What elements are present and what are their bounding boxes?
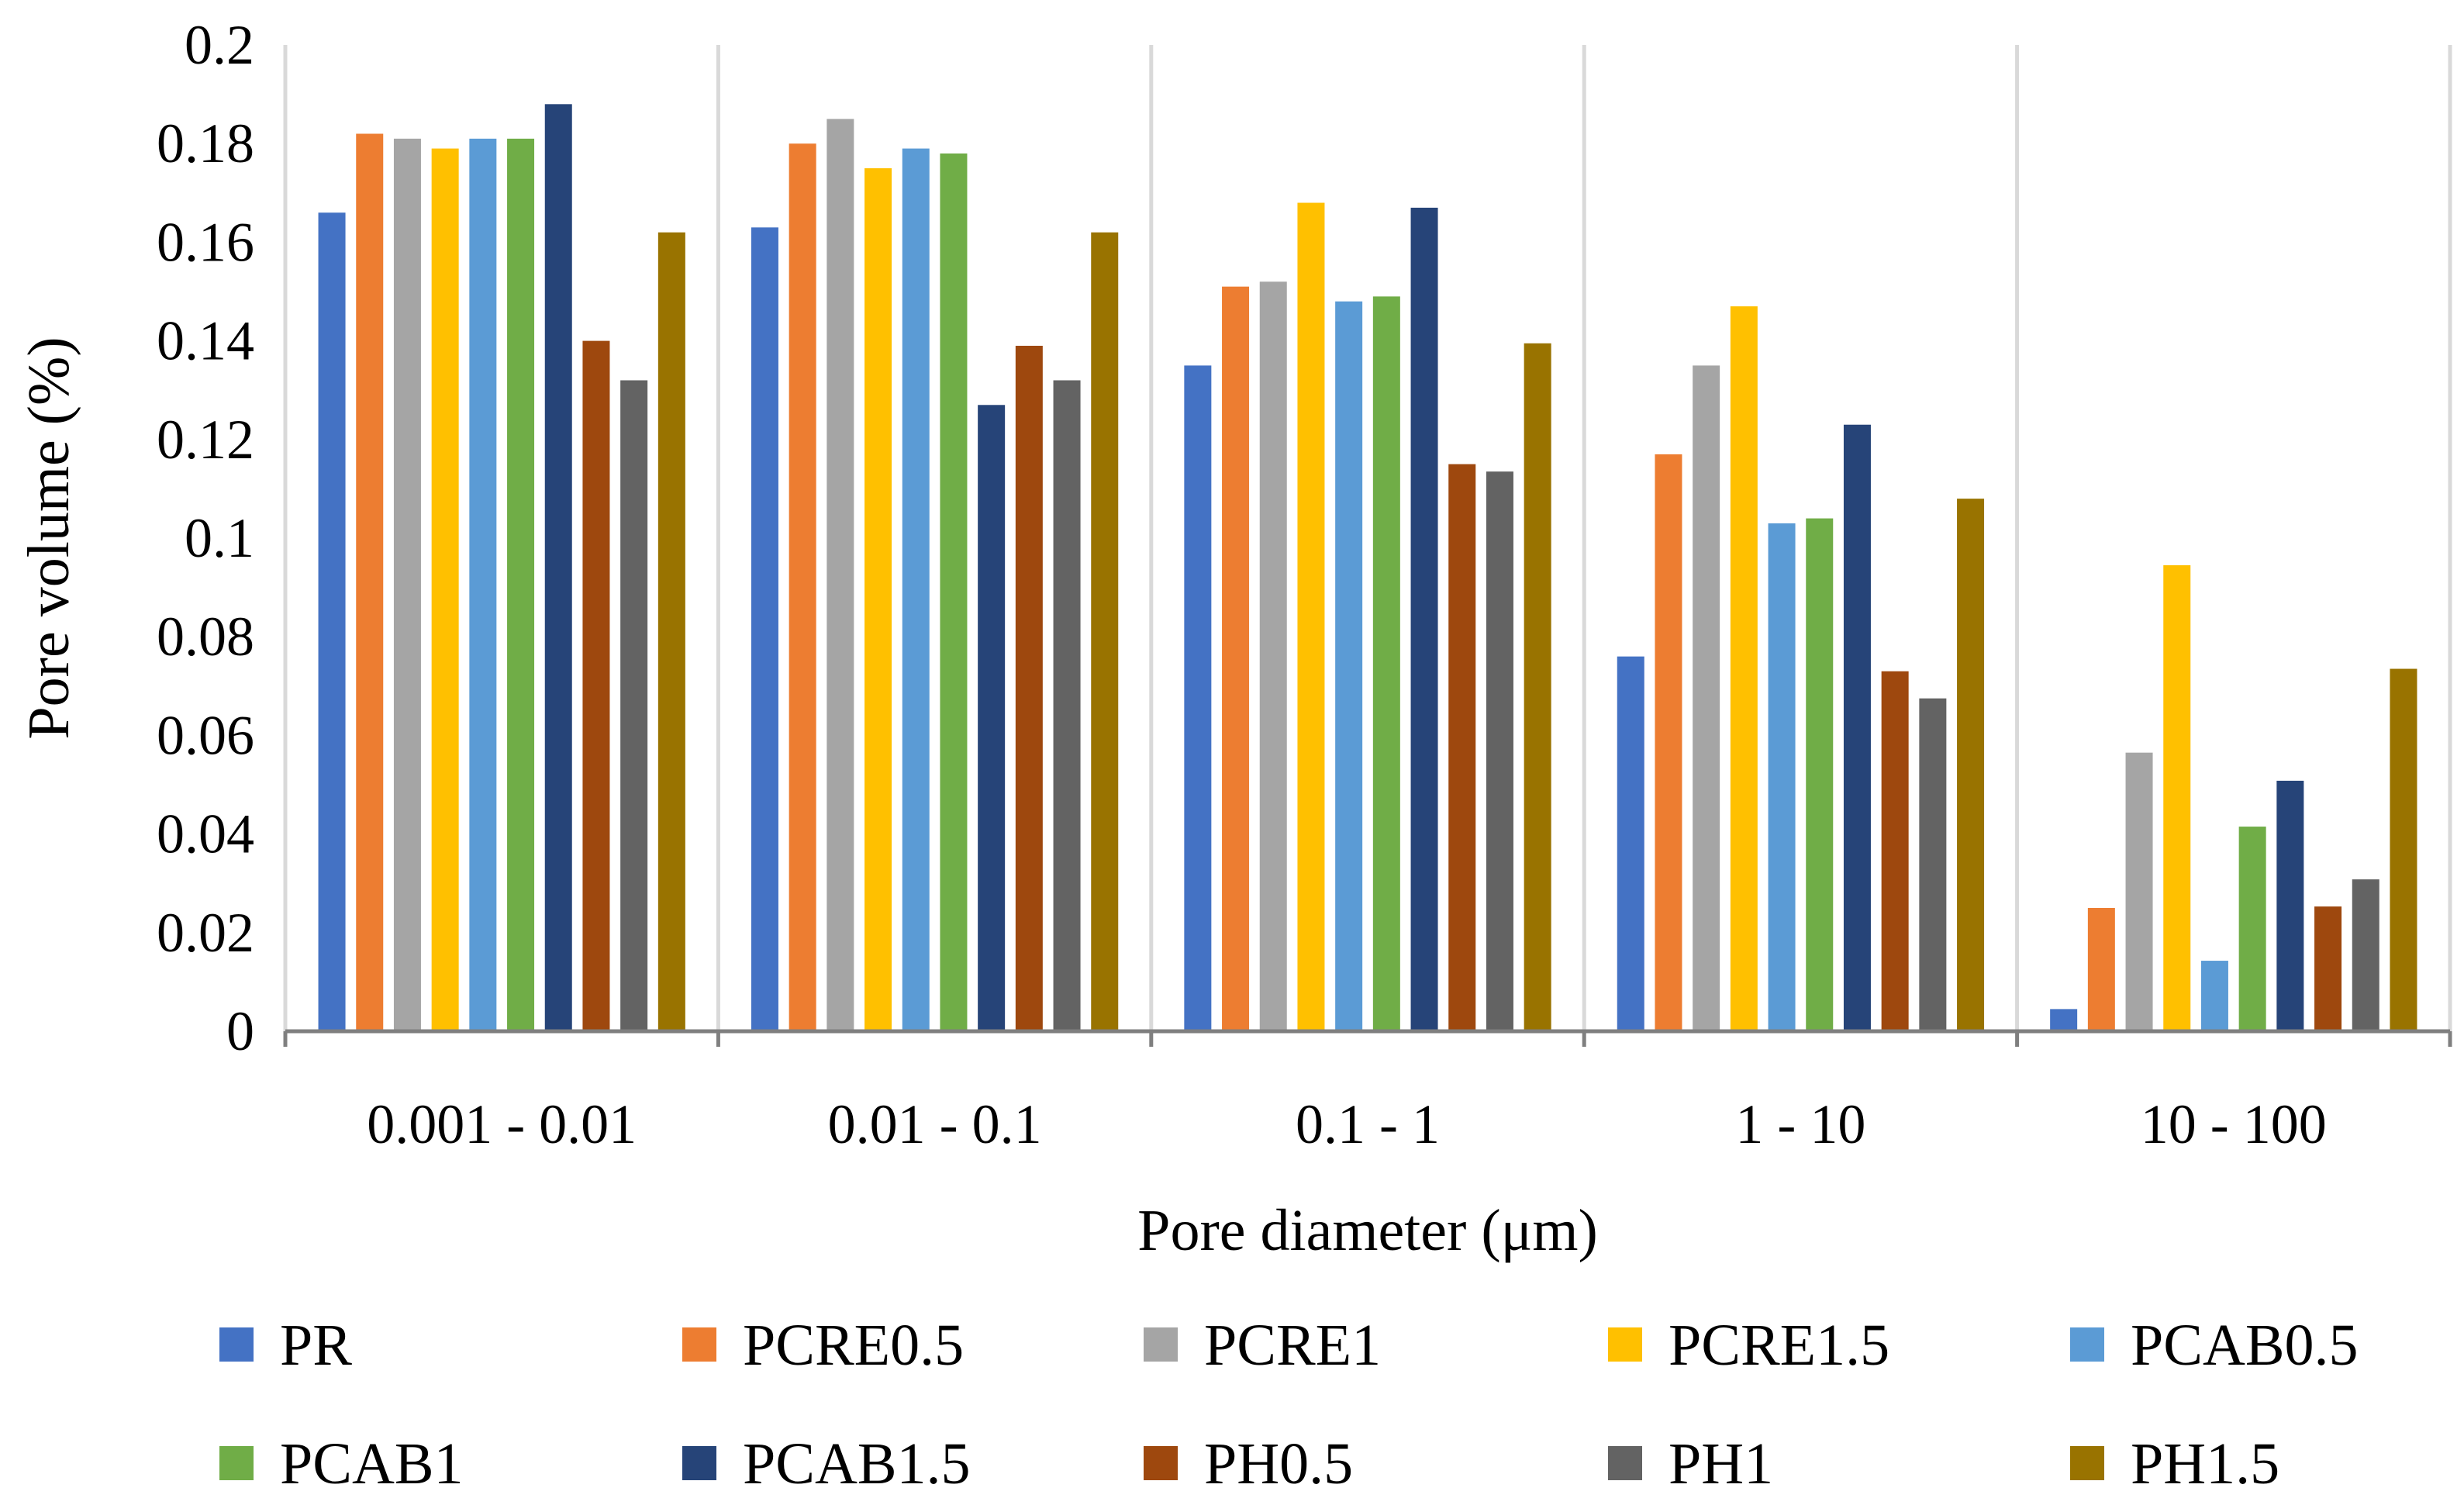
y-tick-label: 0.06 xyxy=(157,704,254,766)
bar-PCAB1-1 xyxy=(507,138,535,1032)
bar-PCAB1-4 xyxy=(1806,518,1834,1031)
bar-PCRE1.5-3 xyxy=(1297,202,1325,1031)
legend-swatch xyxy=(1608,1327,1642,1362)
bar-PCRE1-3 xyxy=(1259,281,1287,1031)
legend-swatch xyxy=(2070,1446,2104,1480)
y-tick-label: 0.08 xyxy=(157,606,254,668)
y-tick-label: 0.18 xyxy=(157,112,254,174)
x-category-label: 0.1 - 1 xyxy=(1296,1093,1440,1155)
bar-PCRE1-5 xyxy=(2125,752,2153,1031)
x-axis-title: Pore diameter (μm) xyxy=(1137,1198,1598,1263)
legend-swatch xyxy=(2070,1327,2104,1362)
bar-PH0.5-5 xyxy=(2314,906,2342,1031)
bar-PCAB0.5-5 xyxy=(2200,961,2228,1031)
y-tick-label: 0.02 xyxy=(157,902,254,964)
legend-label: PR xyxy=(280,1313,352,1378)
x-category-label: 0.01 - 0.1 xyxy=(828,1093,1042,1155)
bar-PCAB1.5-2 xyxy=(978,405,1006,1031)
y-tick-label: 0.16 xyxy=(157,211,254,273)
bar-PCAB1.5-4 xyxy=(1843,424,1871,1031)
x-category-label: 0.001 - 0.01 xyxy=(367,1093,637,1155)
legend: PR PCRE0.5 PCRE1 PCRE1.5 PCAB0.5 PCAB1 PCAB1.5… xyxy=(219,1313,2359,1496)
legend-swatch xyxy=(1144,1446,1178,1480)
bar-PR-1 xyxy=(318,212,346,1031)
y-tick-label: 0 xyxy=(226,1000,254,1062)
bar-PR-2 xyxy=(751,227,778,1031)
legend-label: PCAB1.5 xyxy=(743,1431,971,1496)
grid-lines xyxy=(283,45,2452,1031)
bars xyxy=(318,104,2417,1032)
y-tick-label: 0.14 xyxy=(157,310,254,372)
legend-label: PCAB1 xyxy=(280,1431,464,1496)
y-tick-label: 0.12 xyxy=(157,409,254,471)
bar-PCAB0.5-3 xyxy=(1335,301,1363,1032)
bar-PH1.5-4 xyxy=(1957,499,1985,1031)
legend-label: PCRE1 xyxy=(1204,1313,1381,1378)
y-tick-label: 0.04 xyxy=(157,803,254,865)
legend-swatch xyxy=(219,1446,254,1480)
axes xyxy=(283,1029,2452,1047)
bar-PCAB0.5-4 xyxy=(1768,523,1796,1031)
bar-PH1.5-5 xyxy=(2390,668,2417,1031)
bar-PH1-1 xyxy=(620,380,648,1032)
legend-swatch xyxy=(1144,1327,1178,1362)
bar-PCAB1-3 xyxy=(1372,296,1400,1031)
bar-PCRE0.5-5 xyxy=(2087,908,2115,1031)
bar-PCAB0.5-2 xyxy=(902,148,930,1031)
bar-PH1.5-3 xyxy=(1524,343,1551,1031)
bar-PCAB1.5-3 xyxy=(1410,207,1438,1031)
bar-PCRE1-2 xyxy=(827,119,854,1031)
legend-swatch xyxy=(219,1327,254,1362)
legend-label: PH1 xyxy=(1669,1431,1773,1496)
bar-PCRE1.5-1 xyxy=(431,148,459,1031)
legend-label: PH0.5 xyxy=(1204,1431,1353,1496)
x-category-labels: 0.001 - 0.01 0.01 - 0.1 0.1 - 1 1 - 10 10 - … xyxy=(367,1093,2327,1155)
bar-PCAB1.5-1 xyxy=(544,104,572,1031)
bar-PH1-4 xyxy=(1919,698,1947,1031)
bar-PCRE1.5-5 xyxy=(2163,564,2191,1031)
bar-PH1.5-1 xyxy=(657,232,685,1032)
bar-PH0.5-4 xyxy=(1881,671,1909,1031)
legend-label: PH1.5 xyxy=(2131,1431,2279,1496)
legend-swatch xyxy=(682,1327,716,1362)
bar-PR-4 xyxy=(1617,656,1644,1031)
bar-PCRE1.5-4 xyxy=(1730,306,1758,1032)
bar-PCRE0.5-1 xyxy=(356,133,384,1032)
legend-label: PCAB0.5 xyxy=(2131,1313,2359,1378)
bar-PCAB1.5-5 xyxy=(2276,780,2304,1031)
y-tick-label: 0.1 xyxy=(185,507,254,569)
bar-PCRE0.5-4 xyxy=(1655,454,1682,1031)
x-category-label: 1 - 10 xyxy=(1735,1093,1865,1155)
bar-PCRE0.5-2 xyxy=(789,143,816,1032)
bar-PCAB1-2 xyxy=(940,153,968,1031)
legend-label: PCRE0.5 xyxy=(743,1313,964,1378)
bar-PCRE1-1 xyxy=(393,138,421,1032)
bar-PH1.5-2 xyxy=(1091,232,1119,1032)
bar-PCRE0.5-3 xyxy=(1222,286,1250,1031)
y-tick-labels: 0 0.02 0.04 0.06 0.08 0.1 0.12 0.14 0.16 0.18 0.2 xyxy=(157,14,254,1062)
bar-PH0.5-1 xyxy=(582,340,610,1032)
bar-PCRE1-4 xyxy=(1693,365,1720,1031)
bar-PH0.5-2 xyxy=(1015,345,1043,1032)
bar-PR-3 xyxy=(1184,365,1212,1031)
legend-swatch xyxy=(1608,1446,1642,1480)
legend-swatch xyxy=(682,1446,716,1480)
bar-PCAB1-5 xyxy=(2238,827,2266,1031)
y-axis-title: Pore volume (%) xyxy=(16,337,81,739)
y-tick-label: 0.2 xyxy=(185,14,254,76)
bar-PH1-2 xyxy=(1053,380,1081,1032)
bar-PH0.5-3 xyxy=(1448,464,1476,1031)
legend-label: PCRE1.5 xyxy=(1669,1313,1889,1378)
bar-PR-5 xyxy=(2050,1009,2078,1031)
bar-PCAB0.5-1 xyxy=(469,138,497,1032)
bar-PCRE1.5-2 xyxy=(864,168,892,1031)
bar-PH1-5 xyxy=(2352,879,2379,1031)
bar-PH1-3 xyxy=(1486,471,1513,1031)
x-category-label: 10 - 100 xyxy=(2141,1093,2327,1155)
